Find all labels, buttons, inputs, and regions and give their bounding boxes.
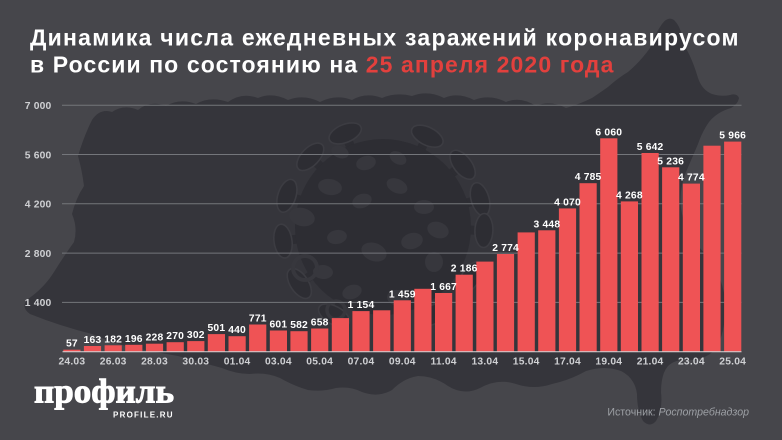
svg-text:11.04: 11.04 bbox=[430, 357, 456, 368]
svg-text:PROFILE.RU: PROFILE.RU bbox=[113, 411, 173, 420]
svg-text:270: 270 bbox=[166, 331, 184, 342]
svg-text:23.04: 23.04 bbox=[678, 357, 705, 368]
svg-text:1 154: 1 154 bbox=[348, 300, 375, 311]
svg-text:2 800: 2 800 bbox=[25, 249, 52, 260]
svg-text:5 236: 5 236 bbox=[657, 156, 684, 167]
svg-text:3 448: 3 448 bbox=[534, 219, 561, 230]
svg-text:28.03: 28.03 bbox=[141, 357, 168, 368]
svg-text:5 966: 5 966 bbox=[719, 131, 746, 142]
svg-text:24.03: 24.03 bbox=[59, 357, 86, 368]
svg-text:1 400: 1 400 bbox=[25, 298, 52, 309]
svg-text:30.03: 30.03 bbox=[182, 357, 209, 368]
svg-text:03.04: 03.04 bbox=[265, 357, 292, 368]
svg-text:26.03: 26.03 bbox=[100, 357, 127, 368]
svg-text:09.04: 09.04 bbox=[389, 357, 416, 368]
svg-text:2 186: 2 186 bbox=[451, 264, 478, 275]
svg-text:440: 440 bbox=[228, 325, 246, 336]
svg-text:163: 163 bbox=[84, 335, 102, 346]
svg-text:582: 582 bbox=[290, 320, 308, 331]
svg-text:в России по состоянию на 25 ап: в России по состоянию на 25 апреля 2020 … bbox=[30, 51, 615, 77]
svg-text:228: 228 bbox=[146, 333, 164, 344]
svg-text:4 785: 4 785 bbox=[575, 172, 602, 183]
svg-text:19.04: 19.04 bbox=[595, 357, 622, 368]
svg-text:4 774: 4 774 bbox=[678, 173, 705, 184]
svg-text:771: 771 bbox=[249, 314, 267, 325]
svg-text:182: 182 bbox=[104, 334, 122, 345]
svg-text:05.04: 05.04 bbox=[306, 357, 333, 368]
svg-text:7 000: 7 000 bbox=[25, 101, 52, 112]
svg-text:07.04: 07.04 bbox=[348, 357, 375, 368]
svg-text:6 060: 6 060 bbox=[595, 127, 622, 138]
svg-text:658: 658 bbox=[311, 318, 329, 329]
svg-text:15.04: 15.04 bbox=[513, 357, 540, 368]
svg-text:501: 501 bbox=[208, 323, 226, 334]
svg-text:4 268: 4 268 bbox=[616, 190, 643, 201]
svg-text:Динамика числа ежедневных зара: Динамика числа ежедневных заражений коро… bbox=[30, 25, 740, 51]
svg-text:5 600: 5 600 bbox=[25, 150, 52, 161]
svg-text:профиль: профиль bbox=[34, 374, 174, 411]
svg-text:1 667: 1 667 bbox=[430, 282, 457, 293]
svg-text:25.04: 25.04 bbox=[719, 357, 746, 368]
svg-text:1 459: 1 459 bbox=[389, 289, 416, 300]
svg-text:17.04: 17.04 bbox=[554, 357, 581, 368]
svg-text:196: 196 bbox=[125, 334, 143, 345]
svg-text:302: 302 bbox=[187, 330, 205, 341]
svg-text:601: 601 bbox=[270, 320, 288, 331]
svg-text:57: 57 bbox=[66, 339, 78, 350]
svg-text:4 070: 4 070 bbox=[554, 197, 581, 208]
svg-text:5 642: 5 642 bbox=[637, 142, 664, 153]
svg-text:2 774: 2 774 bbox=[492, 243, 519, 254]
svg-text:13.04: 13.04 bbox=[472, 357, 499, 368]
svg-text:21.04: 21.04 bbox=[637, 357, 664, 368]
svg-text:4 200: 4 200 bbox=[25, 200, 52, 211]
svg-text:Источник: Роспотребнадзор: Источник: Роспотребнадзор bbox=[607, 406, 749, 418]
svg-text:01.04: 01.04 bbox=[224, 357, 251, 368]
